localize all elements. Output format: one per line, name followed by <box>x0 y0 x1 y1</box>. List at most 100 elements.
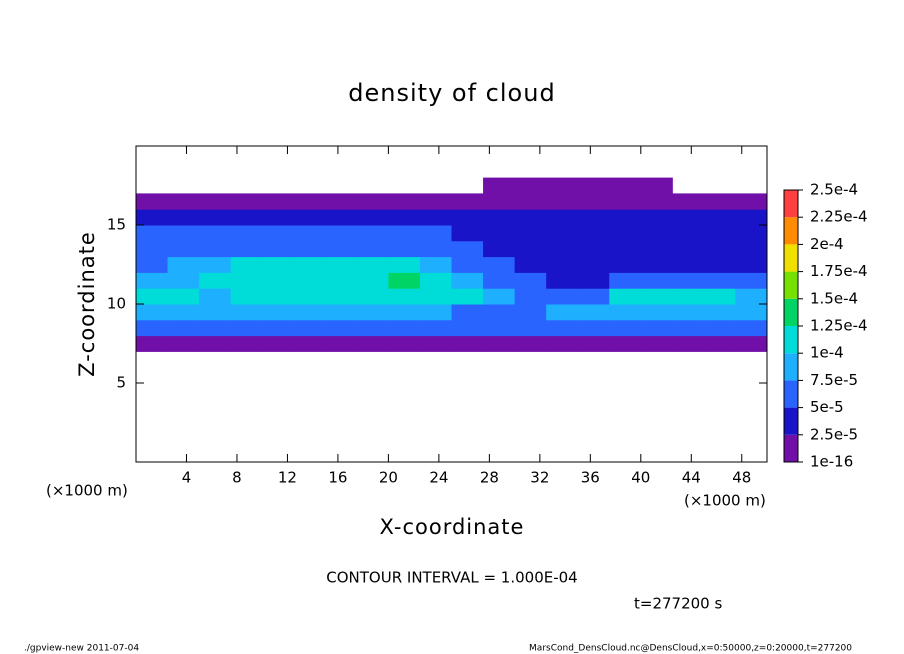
field-cell <box>325 256 358 273</box>
field-cell <box>356 288 389 305</box>
field-cell <box>451 288 484 305</box>
field-cell <box>167 256 200 273</box>
field-cell <box>325 335 358 352</box>
field-cell <box>262 209 295 226</box>
field-cell <box>483 304 516 321</box>
field-cell <box>451 256 484 273</box>
field-cell <box>262 272 295 289</box>
field-cell <box>451 272 484 289</box>
field-cell <box>167 209 200 226</box>
x-axis-label: X-coordinate <box>380 515 525 539</box>
x-tick-label: 36 <box>581 469 600 487</box>
field-cell <box>136 209 169 226</box>
field-cell <box>640 209 673 226</box>
field-cell <box>293 288 326 305</box>
field-cell <box>483 177 516 194</box>
field-cell <box>419 272 452 289</box>
field-cell <box>703 193 736 210</box>
field-cell <box>546 335 579 352</box>
field-cell <box>640 225 673 242</box>
field-cell <box>640 288 673 305</box>
field-cell <box>262 335 295 352</box>
field-cell <box>356 319 389 337</box>
field-cell <box>325 288 358 305</box>
field-cell <box>672 335 705 352</box>
colorbar-tick-label: 2.25e-4 <box>810 208 868 226</box>
field-cell <box>167 240 200 258</box>
colorbar-tick-label: 1.75e-4 <box>810 262 868 280</box>
field-cell <box>199 225 232 242</box>
colorbar-band <box>784 190 798 218</box>
field-cell <box>640 256 673 273</box>
field-cell <box>672 209 705 226</box>
field-cell <box>325 272 358 289</box>
field-cell <box>703 319 736 337</box>
field-cell <box>293 335 326 352</box>
field-cell <box>293 256 326 273</box>
field-cell <box>230 193 263 210</box>
field-cell <box>199 335 232 352</box>
colorbar-tick-label: 5e-5 <box>810 398 844 416</box>
colorbar-tick-label: 2.5e-4 <box>810 181 858 199</box>
field-cell <box>451 193 484 210</box>
field-cell <box>388 225 421 242</box>
field-cell <box>735 225 768 242</box>
field-cell <box>672 304 705 321</box>
field-cell <box>199 319 232 337</box>
colorbar-band <box>784 326 798 354</box>
field-cell <box>293 272 326 289</box>
field-cell <box>356 193 389 210</box>
colorbar-tick-label: 1e-4 <box>810 344 844 362</box>
field-cell <box>672 256 705 273</box>
field-cell <box>609 272 642 289</box>
field-cell <box>577 319 610 337</box>
field-cell <box>388 319 421 337</box>
field-cell <box>735 335 768 352</box>
field-cell <box>325 240 358 258</box>
field-cell <box>703 304 736 321</box>
contour-interval: CONTOUR INTERVAL = 1.000E-04 <box>326 569 577 587</box>
field-cell <box>546 240 579 258</box>
field-cell <box>735 288 768 305</box>
colorbar-tick-label: 2e-4 <box>810 235 844 253</box>
field-cell <box>735 272 768 289</box>
field-cell <box>230 319 263 337</box>
field-cell <box>514 335 547 352</box>
field-cell <box>230 335 263 352</box>
field-cell <box>388 272 421 289</box>
field-cell <box>609 335 642 352</box>
field-cell <box>451 304 484 321</box>
field-cell <box>483 193 516 210</box>
field-cell <box>356 272 389 289</box>
field-cell <box>546 288 579 305</box>
field-cell <box>230 225 263 242</box>
field-cell <box>672 272 705 289</box>
field-cell <box>230 240 263 258</box>
colorbar-band <box>784 434 798 462</box>
field-cell <box>136 272 169 289</box>
field-cell <box>262 319 295 337</box>
field-cell <box>451 240 484 258</box>
x-tick-label: 28 <box>480 469 499 487</box>
field-cell <box>356 335 389 352</box>
colorbar-tick-label: 1e-16 <box>810 453 853 471</box>
field-cell <box>609 304 642 321</box>
x-tick-label: 20 <box>379 469 398 487</box>
field-cell <box>293 193 326 210</box>
field-cell <box>514 225 547 242</box>
field-cell <box>672 225 705 242</box>
field-cell <box>514 193 547 210</box>
field-cell <box>388 209 421 226</box>
field-cell <box>356 209 389 226</box>
colorbar-tick-label: 1.25e-4 <box>810 317 868 335</box>
field-cell <box>672 319 705 337</box>
colorbar-tick-label: 7.5e-5 <box>810 371 858 389</box>
field-cell <box>419 319 452 337</box>
field-cell <box>262 304 295 321</box>
field-cell <box>546 319 579 337</box>
field-cell <box>388 193 421 210</box>
time-label: t=277200 s <box>634 595 722 613</box>
field-cell <box>640 335 673 352</box>
field-cell <box>136 240 169 258</box>
